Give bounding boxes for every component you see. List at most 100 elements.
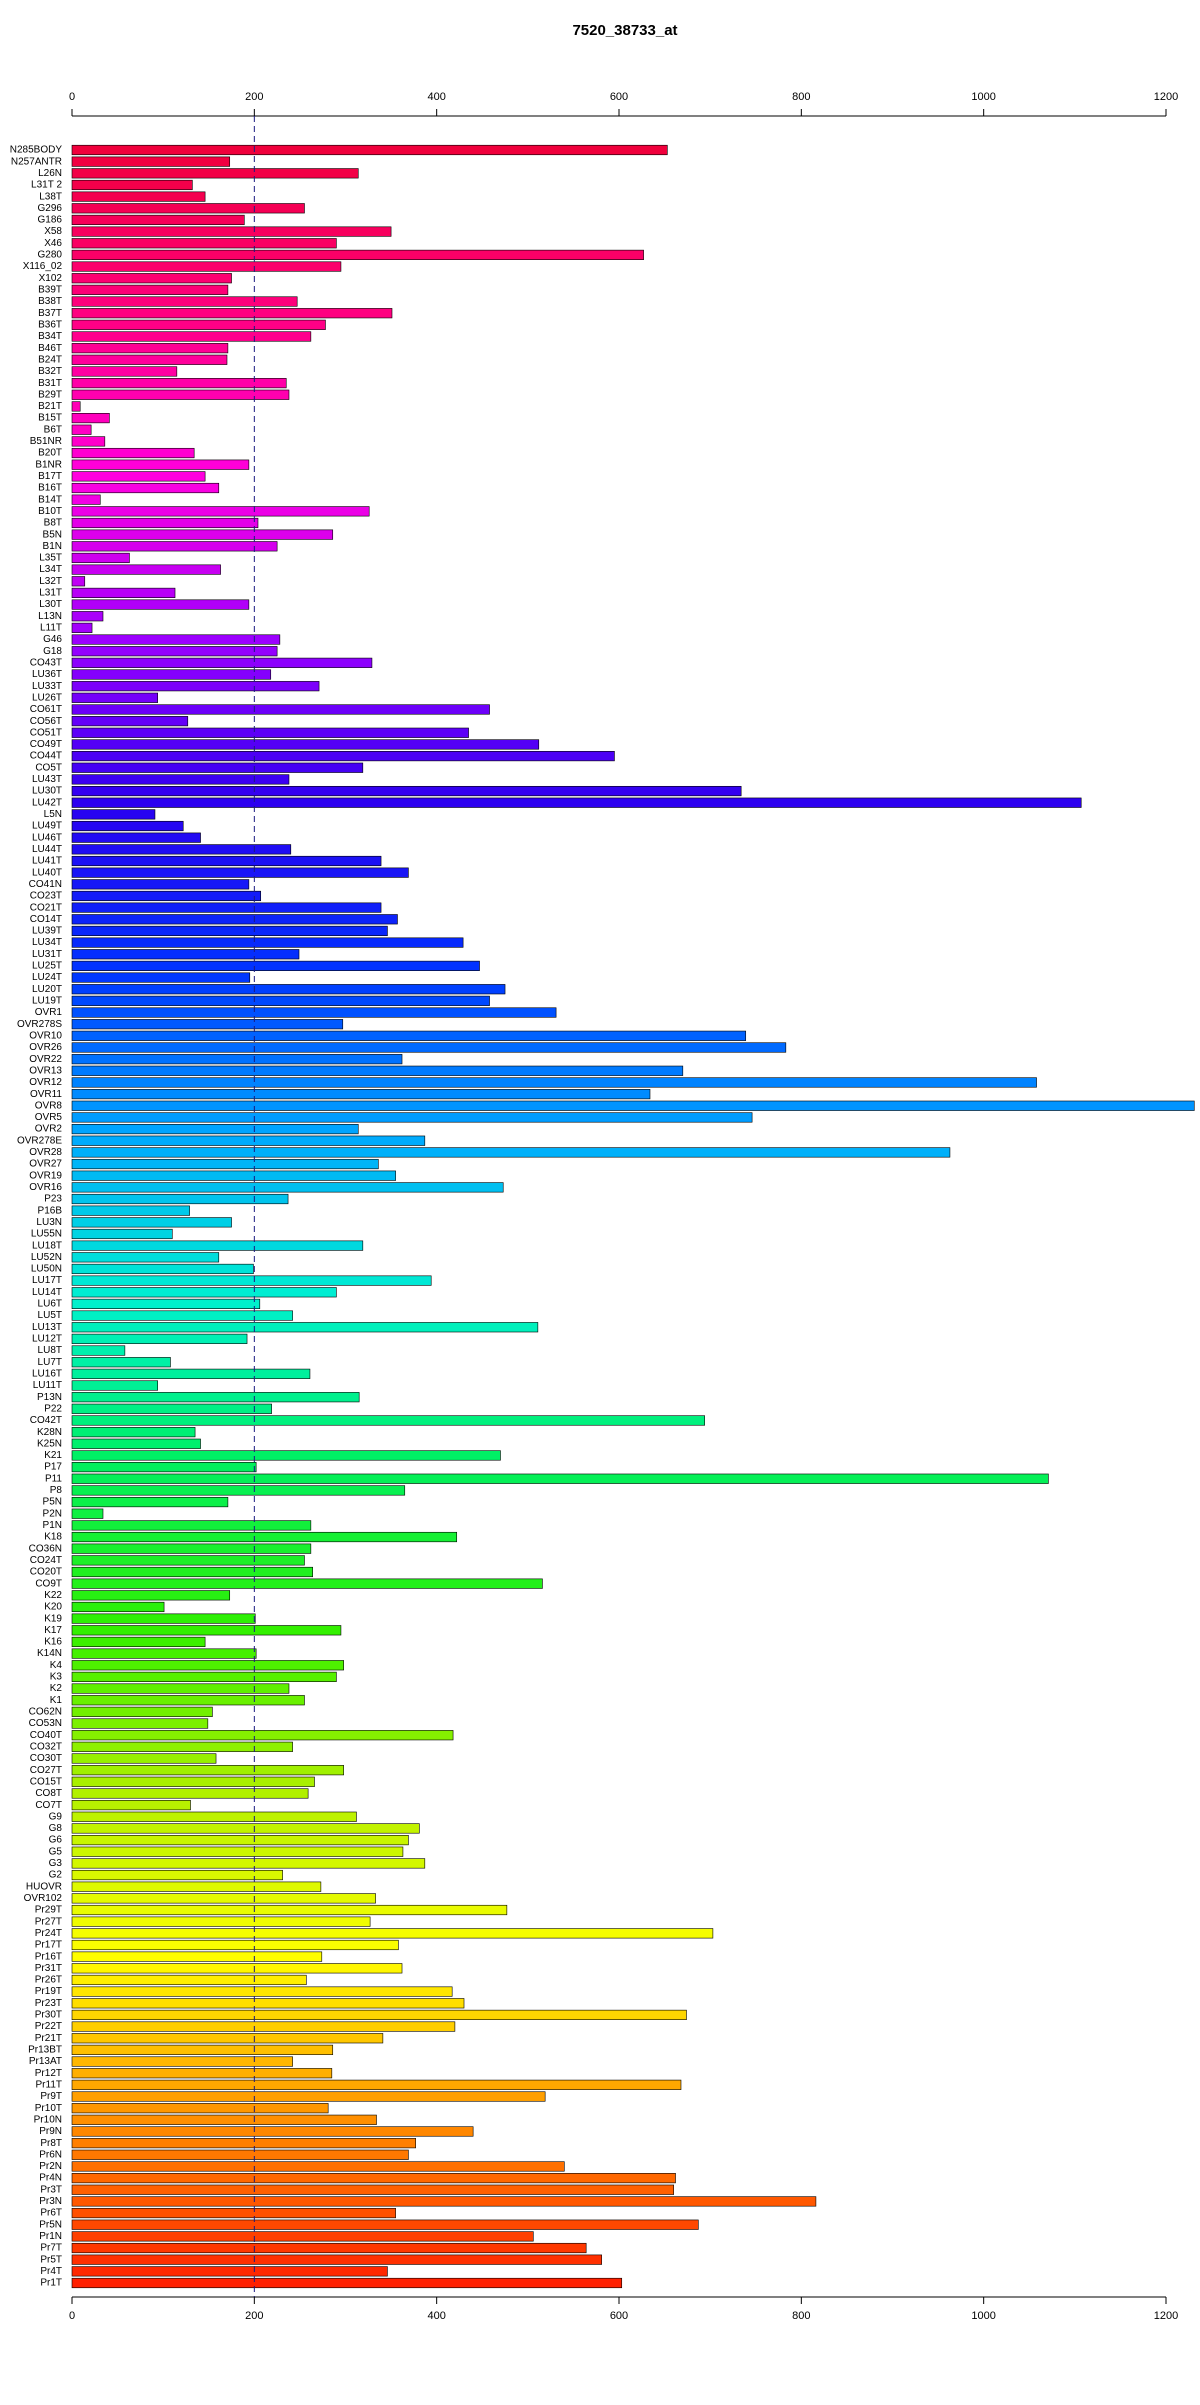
y-tick-label: Pr21T [35,2033,62,2044]
x-tick-label: 600 [610,91,628,103]
bar [71,541,278,552]
y-tick-label: Pr29T [35,1905,62,1916]
bar [71,378,287,389]
bar [71,1788,309,1799]
bar [71,867,409,878]
bar [71,1065,684,1076]
y-tick-label: Pr13BT [28,2045,62,2056]
y-tick-label: OVR278S [17,1019,62,1030]
bar [71,1473,1049,1484]
y-tick-label: P2N [43,1508,62,1519]
y-tick-label: LU18T [32,1240,62,1251]
y-tick-label: X46 [44,238,62,249]
y-tick-label: LU50N [31,1264,62,1275]
y-tick-label: L5N [44,809,62,820]
bar [71,646,278,657]
bar [71,681,320,692]
y-tick-label: Pr26T [35,1975,62,1986]
bar [71,657,373,668]
y-tick-label: Pr19T [35,1986,62,1997]
y-tick-label: B6T [44,424,62,435]
bar [71,1613,256,1624]
y-tick-label: CO40T [30,1730,62,1741]
y-tick-label: Pr4T [40,2266,62,2277]
bar [71,2184,675,2195]
bar [71,1648,257,1659]
x-tick-label: 600 [610,2310,628,2322]
y-tick-label: L31T 2 [31,180,62,191]
y-tick-label: L34T [39,564,62,575]
y-tick-label: L30T [39,599,62,610]
bar [71,2207,396,2219]
bar [71,1846,404,1857]
bar [71,552,130,564]
y-tick-label: L13N [38,611,62,622]
bar [71,1636,206,1648]
y-tick-label: B32T [38,366,62,377]
y-tick-label: K3 [50,1672,63,1683]
y-tick-label: K18 [44,1532,62,1543]
y-tick-label: LU33T [32,681,62,692]
y-tick-label: B16T [38,483,62,494]
y-tick-label: L38T [39,191,62,202]
y-tick-label: Pr23T [35,1998,62,2009]
bar [71,1881,322,1892]
y-tick-label: CO30T [30,1753,62,1764]
y-tick-label: CO53N [29,1718,62,1729]
bar [71,1951,323,1962]
bar [71,669,272,680]
x-tick-label: 800 [792,2310,810,2322]
bar [71,2009,687,2020]
y-tick-label: B5N [43,529,62,540]
bar [71,785,742,797]
y-tick-label: LU13T [32,1322,62,1333]
y-tick-label: P13N [37,1392,62,1403]
y-tick-label: LU52N [31,1252,62,1263]
y-tick-label: LU34T [32,937,62,948]
y-tick-label: CO32T [30,1741,62,1752]
y-tick-label: LU46T [32,832,62,843]
y-tick-label: OVR1 [35,1007,63,1018]
bar [71,925,388,937]
x-tick-label: 800 [792,91,810,103]
y-tick-label: K22 [44,1590,62,1601]
bar [71,191,206,202]
bar [71,855,382,867]
y-tick-label: CO61T [30,704,62,715]
y-tick-label: L35T [39,553,62,564]
y-tick-label: N257ANTR [11,156,62,167]
bar [71,1543,312,1554]
bar [71,296,298,307]
y-tick-label: G5 [49,1846,63,1857]
bar [71,203,305,214]
bar [71,2044,334,2055]
bar [71,1566,313,1578]
bar [71,1240,364,1251]
bar [71,2254,602,2265]
bar [71,1939,399,1951]
bar [71,144,668,156]
bar [71,1590,231,1601]
bar [71,1427,196,1438]
y-tick-label: OVR8 [35,1100,63,1111]
y-tick-label: LU17T [32,1275,62,1286]
bar [71,389,290,400]
bar [71,751,615,762]
bar [71,2103,329,2114]
y-tick-label: CO21T [30,902,62,913]
bar [71,739,540,750]
y-tick-label: P11 [45,1473,62,1484]
y-tick-label: Pr3N [39,2196,62,2207]
bar [71,1112,753,1123]
bar [71,879,250,890]
y-tick-label: LU16T [32,1368,62,1379]
bar [71,1158,379,1170]
y-tick-label: LU26T [32,692,62,703]
y-tick-label: OVR27 [29,1159,62,1170]
bar [71,1380,158,1391]
bar [71,716,189,727]
y-tick-label: K19 [44,1613,62,1624]
bar [71,844,292,855]
bar [71,1928,714,1939]
